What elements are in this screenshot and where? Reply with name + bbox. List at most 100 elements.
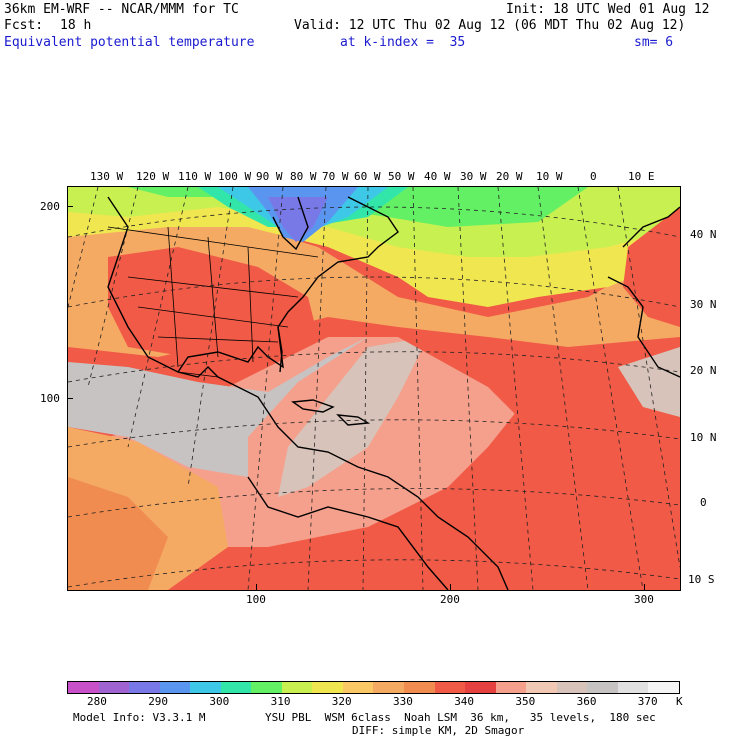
- latitude-label: 20 N: [690, 364, 717, 377]
- colorbar-label: 300: [209, 695, 230, 708]
- colorbar-label: 350: [515, 695, 536, 708]
- field-grey-band: [68, 337, 368, 477]
- smoothing-info: sm= 6: [634, 35, 674, 50]
- colorbar-cell: [159, 682, 191, 693]
- longitude-label: 80 W: [290, 170, 317, 183]
- grid-x-tick-label: 100: [246, 593, 266, 606]
- lat-30n: [68, 276, 680, 308]
- level-info: at k-index = 35: [340, 35, 466, 50]
- colorbar-cell: [98, 682, 130, 693]
- lat-40n: [68, 206, 680, 238]
- colorbar-label: 330: [393, 695, 413, 708]
- colorbar-cell: [190, 682, 221, 693]
- model-title: 36km EM-WRF -- NCAR/MMM for TC: [4, 2, 239, 17]
- longitude-label: 70 W: [322, 170, 349, 183]
- colorbar-cell: [220, 682, 252, 693]
- colorbar-cell: [342, 682, 374, 693]
- field-africa-red: [623, 207, 680, 327]
- lat-eq: [68, 488, 680, 518]
- field-name: Equivalent potential temperature: [4, 35, 255, 50]
- florida: [277, 326, 283, 373]
- longitude-label: 90 W: [256, 170, 283, 183]
- grid-y-tick-label: 100: [40, 392, 60, 405]
- field-purple: [268, 197, 328, 242]
- longitude-label: 120 W: [136, 170, 170, 183]
- colorbar-cell: [68, 682, 99, 693]
- colorbar-label: 310: [270, 695, 291, 708]
- forecast-hour: 18 h: [60, 18, 92, 33]
- latitude-label: 30 N: [690, 298, 717, 311]
- state-borders-vertical: [167, 226, 254, 368]
- theta-e-field: [68, 187, 680, 590]
- field-deep-orange-pacific: [68, 477, 168, 590]
- diffusion-info: DIFF: simple KM, 2D Smagor: [352, 724, 525, 737]
- valid-time: Valid: 12 UTC Thu 02 Aug 12 (06 MDT Thu …: [294, 18, 686, 33]
- colorbar-cell: [434, 682, 466, 693]
- latitude-label: 10 N: [690, 431, 717, 444]
- colorbar-cell: [373, 682, 405, 693]
- colorbar-cell: [495, 682, 527, 693]
- map-panel: [67, 186, 681, 591]
- longitude-label: 0: [590, 170, 597, 183]
- lat-10n: [68, 419, 680, 448]
- longitude-label: 10 W: [536, 170, 563, 183]
- longitude-label: 40 W: [424, 170, 451, 183]
- grid-y-tick: [67, 398, 73, 399]
- colorbar-label: 340: [454, 695, 475, 708]
- longitude-label: 130 W: [90, 170, 124, 183]
- longitude-label: 100 W: [218, 170, 252, 183]
- colorbar-label: 370: [637, 695, 658, 708]
- latitude-label: 40 N: [690, 228, 717, 241]
- us-east-coast: [177, 196, 399, 373]
- colorbar-cell: [556, 682, 588, 693]
- colorbar-cell: [648, 682, 679, 693]
- grid-x-tick-label: 200: [440, 593, 460, 606]
- cuba: [291, 399, 335, 413]
- field-us-red: [108, 247, 318, 357]
- colorbar-label: 320: [331, 695, 352, 708]
- us-canada-border: [107, 226, 319, 258]
- longitude-label: 30 W: [460, 170, 487, 183]
- colorbar-cell: [587, 682, 618, 693]
- meridians: [68, 187, 680, 590]
- grid-y-tick: [67, 206, 73, 207]
- africa-nw-coast: [607, 276, 680, 378]
- colorbar-cell: [129, 682, 160, 693]
- colorbar-cell: [617, 682, 649, 693]
- latitude-label: 10 S: [688, 573, 715, 586]
- political-borders: [107, 226, 319, 378]
- lat-10s: [68, 559, 680, 588]
- colorbar-cell: [312, 682, 343, 693]
- field-africa-grey: [618, 347, 680, 417]
- physics-info: YSU PBL WSM 6class Noah LSM 36 km, 35 le…: [265, 711, 656, 724]
- colorbar-label: 360: [576, 695, 597, 708]
- state-borders-horizontal: [127, 276, 299, 343]
- longitude-label: 10 E: [628, 170, 655, 183]
- colorbar-cell: [465, 682, 496, 693]
- grid-x-tick-label: 300: [634, 593, 654, 606]
- colorbar: [67, 681, 680, 694]
- grid-x-tick: [256, 584, 257, 590]
- grid-x-tick: [644, 584, 645, 590]
- iberia: [622, 206, 680, 248]
- americas-west-coast: [107, 196, 509, 590]
- longitude-label: 50 W: [388, 170, 415, 183]
- coastlines: [107, 196, 680, 590]
- lat-20n: [68, 351, 680, 383]
- colorbar-cell: [281, 682, 313, 693]
- colorbar-unit: K: [676, 695, 683, 708]
- forecast-label: Fcst:: [4, 18, 44, 33]
- hudson-bay: [272, 196, 309, 251]
- latitude-label: 0: [700, 496, 707, 509]
- us-mexico-border: [177, 371, 219, 378]
- grid-y-tick-label: 200: [40, 200, 60, 213]
- latlon-grid: [68, 187, 680, 590]
- field-red-core: [398, 337, 680, 590]
- longitude-label: 20 W: [496, 170, 523, 183]
- grid-x-tick: [450, 584, 451, 590]
- colorbar-label: 280: [87, 695, 107, 708]
- init-time: Init: 18 UTC Wed 01 Aug 12: [506, 2, 710, 17]
- longitude-label: 110 W: [178, 170, 212, 183]
- model-info: Model Info: V3.3.1 M: [73, 711, 206, 724]
- hispaniola: [336, 414, 371, 426]
